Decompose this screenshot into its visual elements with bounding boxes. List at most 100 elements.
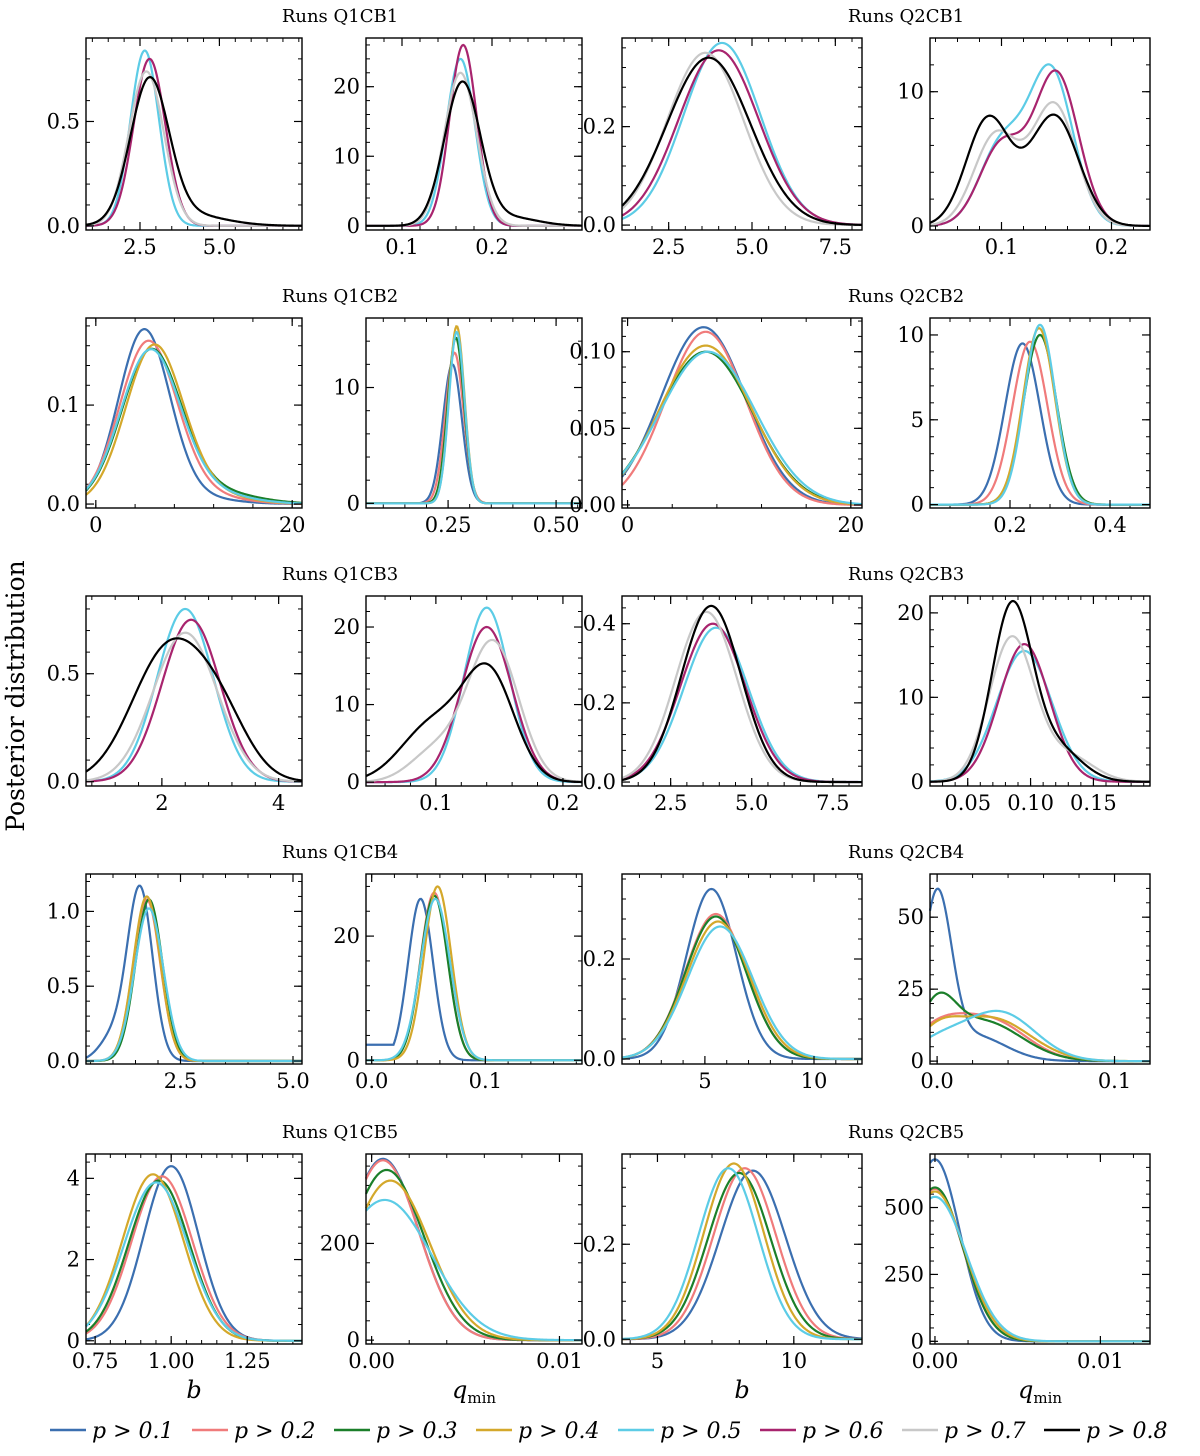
series-line (929, 599, 1151, 783)
series-line (85, 347, 303, 504)
y-tick-label: 0 (67, 1329, 80, 1353)
axes-frame (365, 317, 583, 509)
axes-frame (929, 595, 1151, 787)
y-tick-label: 0 (347, 491, 360, 515)
series-line (930, 333, 1150, 506)
y-tick-label: 500 (884, 1196, 924, 1220)
y-axis-label: Posterior distribution (1, 560, 30, 832)
y-tick-label: 20 (333, 924, 360, 948)
axes-frame (85, 595, 303, 787)
panel-5-2: 0.00 0.01 0 200 qmin (320, 1153, 583, 1407)
axes-frame (621, 595, 863, 787)
x-tick-label: 0.25 (425, 513, 472, 537)
panel-2-1: 0 20 0.0 0.1 Runs Q1CB2 (47, 286, 399, 537)
series-line (621, 344, 863, 506)
series-line (86, 895, 302, 1063)
y-tick-label: 0 (911, 1049, 924, 1073)
x-tick-label: 0.00 (912, 1349, 959, 1373)
series-line (621, 41, 863, 226)
y-tick-label: 0.0 (583, 1327, 616, 1351)
axes-frame (929, 317, 1151, 509)
axes-frame (621, 1153, 863, 1345)
x-tick-label: 0.10 (1007, 791, 1054, 815)
axes-frame (365, 1153, 583, 1345)
panel-title: Runs Q2CB1 (848, 6, 964, 27)
x-tick-label: 5.0 (735, 235, 768, 259)
y-tick-label: 200 (320, 1231, 360, 1255)
x-tick-label: 0.1 (385, 235, 418, 259)
axes-frame (365, 873, 583, 1065)
x-tick-label: 0.1 (469, 1069, 502, 1093)
series-line (621, 330, 863, 506)
axes-frame (621, 317, 863, 509)
panel-2-2: 0.25 0.50 0 10 (333, 317, 583, 537)
series-line (366, 57, 582, 227)
y-tick-label: 20 (897, 601, 924, 625)
x-tick-label: 0.0 (355, 1069, 388, 1093)
series-line (621, 1167, 862, 1341)
y-tick-label: 250 (884, 1262, 924, 1286)
panel-title: Runs Q1CB4 (282, 842, 398, 863)
panel-4-2: 0.0 0.1 0 20 (333, 873, 583, 1093)
series-line (621, 925, 862, 1061)
legend-label: p > 0.6 (802, 1419, 884, 1444)
y-tick-label: 1.0 (47, 899, 80, 923)
panel-5-3: 5 10 0.0 0.2 Runs Q2CB5 b (583, 1122, 965, 1404)
series-line (365, 1159, 582, 1342)
panel-1-2: 0.1 0.2 0 10 20 (333, 37, 583, 259)
panel-4-3: 5 10 0.0 0.2 Runs Q2CB4 (583, 842, 965, 1093)
panel-4-1: 2.5 5.0 0.0 0.5 1.0 Runs Q1CB4 (47, 842, 399, 1093)
x-tick-label: 0.2 (546, 791, 579, 815)
y-tick-label: 0 (911, 1329, 924, 1353)
y-tick-label: 2 (67, 1248, 80, 1272)
axes-frame (621, 873, 863, 1065)
series-line (85, 907, 302, 1063)
x-tick-label: 0.2 (1095, 235, 1128, 259)
y-tick-label: 0.0 (583, 213, 616, 237)
series-line (365, 1198, 582, 1342)
x-tick-label: 5 (651, 1349, 664, 1373)
legend: p > 0.1 p > 0.2 p > 0.3 p > 0.4 p > 0.5 p > 0… (50, 1419, 1168, 1444)
x-tick-label: 2.5 (654, 791, 687, 815)
legend-label: p > 0.7 (944, 1419, 1026, 1444)
y-tick-label: 0 (911, 493, 924, 517)
axes-frame (85, 873, 303, 1065)
legend-label: p > 0.4 (518, 1419, 600, 1444)
y-tick-label: 10 (897, 80, 924, 104)
axes-frame (929, 37, 1151, 231)
series-line (365, 638, 583, 783)
x-axis-label: qmin (452, 1376, 496, 1407)
y-tick-label: 0.00 (569, 493, 616, 517)
series-line (929, 1186, 1150, 1343)
y-tick-label: 0.4 (583, 612, 616, 636)
x-tick-label: 5.0 (203, 235, 236, 259)
y-tick-label: 0.5 (47, 109, 80, 133)
x-tick-label: 2.5 (164, 1069, 197, 1093)
series-line (85, 618, 303, 783)
x-tick-label: 0.15 (1070, 791, 1117, 815)
series-line (366, 897, 582, 1062)
y-tick-label: 0.0 (583, 1047, 616, 1071)
x-tick-label: 1.25 (224, 1349, 271, 1373)
series-line (621, 49, 863, 226)
legend-label: p > 0.5 (660, 1419, 742, 1444)
series-line (622, 1169, 863, 1341)
x-tick-label: 0 (621, 513, 634, 537)
x-tick-label: 0.75 (72, 1349, 119, 1373)
panel-title: Runs Q2CB3 (848, 564, 964, 585)
series-line (85, 1181, 302, 1342)
y-tick-label: 0 (911, 770, 924, 794)
panel-title: Runs Q2CB4 (848, 842, 964, 863)
x-tick-label: 5.0 (276, 1069, 309, 1093)
x-axis-label-main: q (1018, 1376, 1033, 1404)
x-tick-label: 0.4 (1093, 513, 1126, 537)
series-line (929, 113, 1151, 228)
x-tick-label: 10 (801, 1069, 828, 1093)
panel-5-1: 0.75 1.00 1.25 0 2 4 Runs Q1CB5 b (67, 1122, 399, 1404)
series-line (621, 350, 863, 506)
y-tick-label: 10 (333, 693, 360, 717)
series-line (85, 631, 303, 783)
series-line (621, 350, 863, 506)
series-line (366, 891, 582, 1062)
